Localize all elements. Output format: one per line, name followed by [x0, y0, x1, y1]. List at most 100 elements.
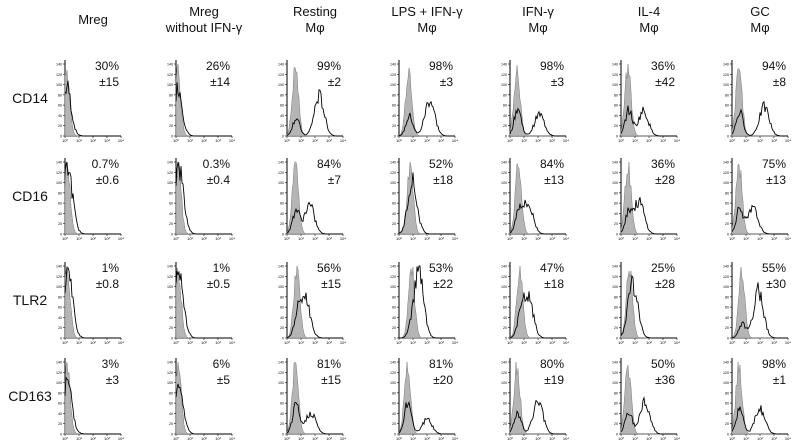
x-tick-label: 10⁰ — [284, 340, 290, 345]
x-tick-label: 10³ — [104, 236, 110, 241]
percent-value: 53% — [428, 261, 453, 275]
column-title: Mreg without IFN-γ — [149, 4, 259, 36]
y-tick-label: 20 — [503, 124, 507, 128]
x-tick-label: 10⁰ — [173, 340, 179, 345]
y-tick-label: 20 — [614, 124, 618, 128]
histogram-panel: 0 20 40 60 80 100 120 140 10⁰ 10¹ 10² 10³ 10⁴ — [723, 60, 791, 143]
histogram-panel: 0 20 40 60 80 100 120 140 10⁰ 10¹ 10² 10³ 10⁴ — [612, 262, 680, 345]
y-tick-label: 40 — [58, 412, 62, 416]
y-tick-label: 120 — [390, 73, 396, 77]
y-tick-label: 140 — [723, 161, 729, 165]
stained-histogram — [509, 107, 566, 137]
y-tick-label: 60 — [58, 104, 62, 108]
y-tick-label: 120 — [612, 171, 618, 175]
x-tick-label: 10⁰ — [284, 436, 290, 441]
x-tick-label: 10³ — [549, 236, 555, 241]
x-tick-label: 10² — [535, 436, 541, 441]
y-tick-label: 80 — [280, 391, 284, 395]
x-tick-label: 10⁴ — [674, 436, 680, 441]
sd-value: ±3 — [105, 373, 119, 387]
y-tick-label: 60 — [58, 202, 62, 206]
y-tick-label: 60 — [169, 402, 173, 406]
y-tick-label: 20 — [503, 222, 507, 226]
x-tick-label: 10¹ — [743, 340, 749, 345]
y-tick-label: 140 — [612, 161, 618, 165]
x-tick-label: 10¹ — [187, 138, 193, 143]
y-tick-label: 40 — [169, 212, 173, 216]
y-tick-label: 0 — [282, 233, 284, 237]
y-tick-label: 80 — [614, 93, 618, 97]
histogram-panel: 0 20 40 60 80 100 120 140 10⁰ 10¹ 10² 10³ 10⁴ — [723, 158, 791, 241]
x-tick-label: 10⁴ — [452, 236, 458, 241]
histogram-panel: 0 20 40 60 80 100 120 140 10⁰ 10¹ 10² 10³ 10⁴ — [167, 158, 235, 241]
y-tick-label: 0 — [505, 233, 507, 237]
y-tick-label: 0 — [282, 337, 284, 341]
stained-histogram — [620, 396, 677, 435]
histogram-panel: 0 20 40 60 80 100 120 140 10⁰ 10¹ 10² 10³ 10⁴ — [56, 262, 124, 345]
x-tick-label: 10¹ — [187, 236, 193, 241]
x-tick-label: 10³ — [438, 138, 444, 143]
y-tick-label: 80 — [614, 191, 618, 195]
y-tick-label: 120 — [56, 171, 62, 175]
y-tick-label: 0 — [727, 233, 729, 237]
histogram-panel: 0 20 40 60 80 100 120 140 10⁰ 10¹ 10² 10³ 10⁴ — [612, 358, 680, 441]
y-tick-label: 80 — [614, 295, 618, 299]
stained-histogram — [731, 204, 788, 235]
x-tick-label: 10⁰ — [729, 236, 735, 241]
y-tick-label: 0 — [505, 337, 507, 341]
y-tick-label: 0 — [394, 135, 396, 139]
x-tick-label: 10² — [90, 436, 96, 441]
y-tick-label: 20 — [280, 422, 284, 426]
percent-value: 3% — [101, 357, 119, 371]
stained-histogram — [509, 399, 566, 435]
row-label: CD14 — [12, 90, 48, 106]
sd-value: ±0.4 — [206, 173, 230, 187]
x-tick-label: 10⁴ — [118, 138, 124, 143]
y-tick-label: 100 — [723, 83, 729, 87]
x-tick-label: 10³ — [215, 236, 221, 241]
y-tick-label: 120 — [501, 171, 507, 175]
x-tick-label: 10² — [757, 340, 763, 345]
y-tick-label: 60 — [280, 104, 284, 108]
y-tick-label: 60 — [169, 104, 173, 108]
histogram-panel: 0 20 40 60 80 100 120 140 10⁰ 10¹ 10² 10³ 10⁴ — [167, 262, 235, 345]
x-tick-label: 10² — [312, 436, 318, 441]
x-tick-label: 10⁴ — [340, 138, 346, 143]
y-tick-label: 80 — [280, 295, 284, 299]
column-title: Mreg — [38, 12, 148, 28]
x-tick-label: 10² — [90, 138, 96, 143]
stained-histogram — [731, 282, 788, 339]
x-tick-label: 10⁴ — [452, 340, 458, 345]
y-tick-label: 100 — [167, 381, 173, 385]
y-tick-label: 60 — [392, 306, 396, 310]
stained-histogram — [286, 401, 343, 435]
y-tick-label: 140 — [501, 161, 507, 165]
sd-value: ±13 — [544, 173, 564, 187]
y-tick-label: 0 — [171, 337, 173, 341]
y-tick-label: 120 — [167, 171, 173, 175]
y-tick-label: 0 — [60, 433, 62, 437]
x-tick-label: 10³ — [438, 236, 444, 241]
sd-value: ±0.6 — [95, 173, 119, 187]
y-tick-label: 20 — [58, 124, 62, 128]
y-tick-label: 120 — [278, 371, 284, 375]
histogram-panel: 0 20 40 60 80 100 120 140 10⁰ 10¹ 10² 10³ 10⁴ — [167, 60, 235, 143]
y-tick-label: 60 — [503, 104, 507, 108]
y-tick-label: 20 — [725, 326, 729, 330]
sd-value: ±28 — [655, 277, 675, 291]
stained-histogram — [731, 100, 788, 137]
y-tick-label: 120 — [390, 275, 396, 279]
y-tick-label: 60 — [725, 306, 729, 310]
y-tick-label: 40 — [58, 316, 62, 320]
y-tick-label: 0 — [394, 337, 396, 341]
percent-positive: 0.7% ±0.6 — [59, 156, 119, 188]
x-tick-label: 10⁰ — [284, 138, 290, 143]
y-tick-label: 140 — [278, 63, 284, 67]
y-tick-label: 80 — [725, 391, 729, 395]
y-tick-label: 100 — [167, 181, 173, 185]
sd-value: ±13 — [766, 173, 786, 187]
y-tick-label: 100 — [612, 83, 618, 87]
x-tick-label: 10⁴ — [118, 436, 124, 441]
y-tick-label: 60 — [392, 104, 396, 108]
